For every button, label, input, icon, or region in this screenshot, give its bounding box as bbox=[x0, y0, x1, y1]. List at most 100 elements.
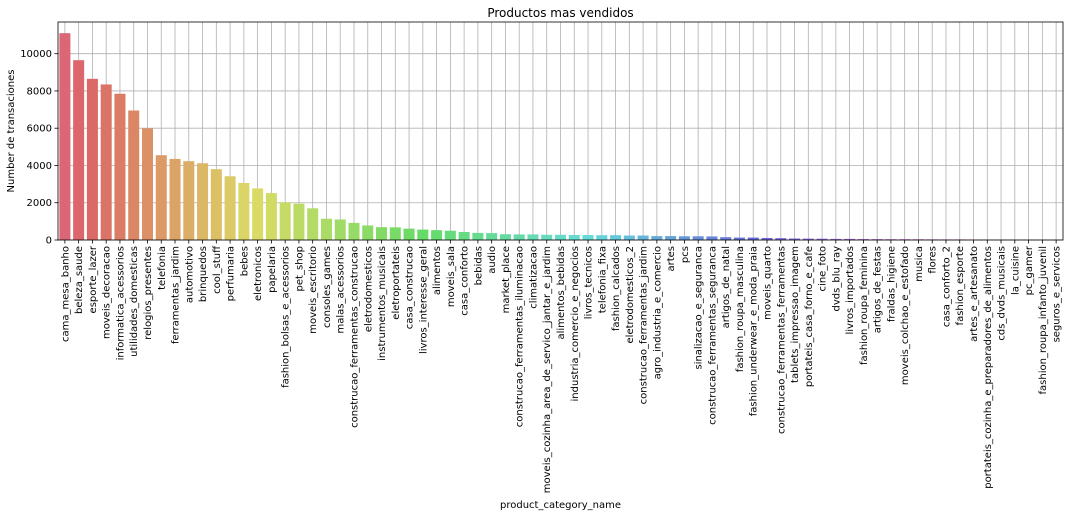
bar-perfumaria bbox=[224, 176, 236, 240]
x-tick-label: bebidas bbox=[473, 246, 484, 285]
x-tick-label: eletrodomesticos bbox=[363, 246, 374, 332]
x-tick-label: telefonia bbox=[157, 246, 168, 290]
bar-esporte_lazer bbox=[86, 78, 98, 240]
x-tick-label: construcao_ferramentas_construcao bbox=[349, 246, 360, 428]
x-tick-label: fraldas_higiene bbox=[886, 246, 897, 322]
x-tick-label: cool_stuff bbox=[212, 245, 223, 294]
x-tick-label: la_cuisine bbox=[1010, 246, 1021, 295]
x-tick-label: portateis_cozinha_e_preparadores_de_alim… bbox=[983, 246, 994, 489]
bar-utilidades_domesticas bbox=[128, 110, 140, 240]
bar-telefonia bbox=[155, 155, 167, 240]
x-tick-label: fashion_esporte bbox=[955, 246, 966, 325]
x-tick-label: seguros_e_servicos bbox=[1052, 246, 1063, 342]
x-tick-label: dvds_blu_ray bbox=[831, 246, 842, 312]
bar-alimentos bbox=[431, 230, 443, 240]
x-tick-label: construcao_ferramentas_jardim bbox=[639, 246, 650, 404]
bar-industria_comercio_e_negocios bbox=[568, 234, 580, 240]
x-tick-label: tablets_impressao_imagem bbox=[790, 246, 801, 383]
x-tick-label: market_place bbox=[501, 246, 512, 313]
x-tick-label: esporte_lazer bbox=[88, 245, 99, 313]
bar-fashion_roupa_feminina bbox=[857, 239, 869, 240]
y-tick-label: 0 bbox=[46, 236, 52, 247]
x-tick-label: flores bbox=[928, 246, 939, 274]
x-tick-label: moveis_decoracao bbox=[102, 246, 113, 339]
x-tick-label: relogios_presentes bbox=[143, 246, 154, 340]
x-tick-label: construcao_ferramentas_iluminacao bbox=[515, 246, 526, 427]
y-tick-label: 6000 bbox=[27, 124, 52, 135]
bar-tablets_impressao_imagem bbox=[789, 238, 801, 240]
x-tick-label: ferramentas_jardim bbox=[171, 246, 182, 344]
x-tick-label: sinalizacao_e_seguranca bbox=[694, 246, 705, 370]
bar-bebidas bbox=[472, 232, 484, 240]
x-tick-label: portateis_casa_forno_e_cafe bbox=[804, 246, 815, 387]
x-tick-label: construcao_ferramentas_ferramentas bbox=[776, 246, 787, 434]
bar-fashion_bolsas_e_acessorios bbox=[279, 202, 291, 240]
x-tick-label: audio bbox=[487, 246, 498, 274]
bar-artigos_de_natal bbox=[720, 237, 732, 240]
bar-fashion_calcados bbox=[610, 235, 622, 240]
bar-cama_mesa_banho bbox=[59, 33, 71, 240]
x-tick-label: eletroportateis bbox=[391, 246, 402, 320]
x-tick-label: artigos_de_festas bbox=[873, 246, 884, 333]
bar-cine_foto bbox=[816, 238, 828, 240]
x-tick-label: agro_industria_e_comercio bbox=[652, 246, 663, 379]
bar-moveis_sala bbox=[444, 230, 456, 240]
x-tick-label: moveis_quarto bbox=[763, 246, 774, 320]
bar-instrumentos_musicais bbox=[376, 227, 388, 240]
bar-sinalizacao_e_seguranca bbox=[692, 236, 704, 240]
x-tick-label: livros_interesse_geral bbox=[418, 246, 429, 354]
x-tick-label: pet_shop bbox=[294, 246, 305, 291]
bars-layer bbox=[59, 33, 1062, 241]
x-tick-label: fashion_roupa_masculina bbox=[735, 246, 746, 372]
x-tick-label: perfumaria bbox=[226, 246, 237, 301]
bar-brinquedos bbox=[197, 163, 209, 240]
x-tick-label: fashion_roupa_feminina bbox=[859, 246, 870, 365]
x-tick-label: pc_gamer bbox=[1024, 245, 1035, 295]
x-tick-label: malas_acessorios bbox=[336, 246, 347, 334]
bar-audio bbox=[486, 233, 498, 240]
x-tick-label: moveis_colchao_e_estofado bbox=[900, 246, 911, 385]
bar-livros_importados bbox=[844, 238, 856, 240]
x-tick-label: informatica_acessorios bbox=[115, 246, 126, 360]
x-tick-label: consoles_games bbox=[322, 246, 333, 328]
bar-eletrodomesticos_2 bbox=[623, 235, 635, 240]
bar-pcs bbox=[678, 236, 690, 240]
bar-eletroportateis bbox=[389, 227, 401, 240]
x-tick-label: fashion_calcados bbox=[611, 246, 622, 331]
bar-alimentos_bebidas bbox=[554, 234, 567, 240]
x-tick-label: musica bbox=[914, 246, 925, 282]
y-tick-label: 8000 bbox=[27, 86, 52, 97]
bar-construcao_ferramentas_construcao bbox=[348, 222, 360, 240]
bar-construcao_ferramentas_iluminacao bbox=[513, 234, 525, 240]
x-axis-title: product_category_name bbox=[500, 500, 621, 511]
grid-layer bbox=[58, 22, 1063, 241]
bar-ferramentas_jardim bbox=[169, 158, 181, 240]
x-tick-label: casa_construcao bbox=[405, 246, 416, 329]
x-tick-label: fashion_bolsas_e_acessorios bbox=[281, 246, 292, 388]
bar-automotivo bbox=[183, 161, 195, 240]
x-tick-label: eletrodomesticos_2 bbox=[625, 246, 636, 343]
bar-agro_industria_e_comercio bbox=[651, 236, 663, 240]
bar-malas_acessorios bbox=[334, 219, 346, 240]
x-tick-label: pcs bbox=[680, 246, 691, 263]
bar-climatizacao bbox=[527, 234, 539, 240]
x-tick-label: papelaria bbox=[267, 246, 278, 293]
chart-title: Productos mas vendidos bbox=[487, 6, 633, 20]
bar-moveis_escritorio bbox=[307, 208, 319, 240]
x-tick-label: cds_dvds_musicais bbox=[997, 246, 1008, 341]
bar-moveis_decoracao bbox=[100, 84, 112, 241]
bar-moveis_cozinha_area_de_servico_jantar_e_jardim bbox=[541, 234, 553, 240]
x-tick-label: artes_e_artesanato bbox=[969, 246, 980, 342]
bar-portateis_casa_forno_e_cafe bbox=[802, 238, 814, 240]
bar-construcao_ferramentas_seguranca bbox=[706, 236, 718, 240]
bar-telefonia_fixa bbox=[596, 235, 608, 240]
bar-cool_stuff bbox=[210, 169, 222, 240]
y-tick-label: 10000 bbox=[20, 49, 52, 60]
x-tick-label: livros_tecnicos bbox=[584, 246, 595, 319]
bar-consoles_games bbox=[320, 218, 332, 240]
x-tick-label: eletronicos bbox=[253, 246, 264, 301]
bar-artes bbox=[665, 236, 677, 240]
bar-dvds_blu_ray bbox=[830, 238, 842, 240]
